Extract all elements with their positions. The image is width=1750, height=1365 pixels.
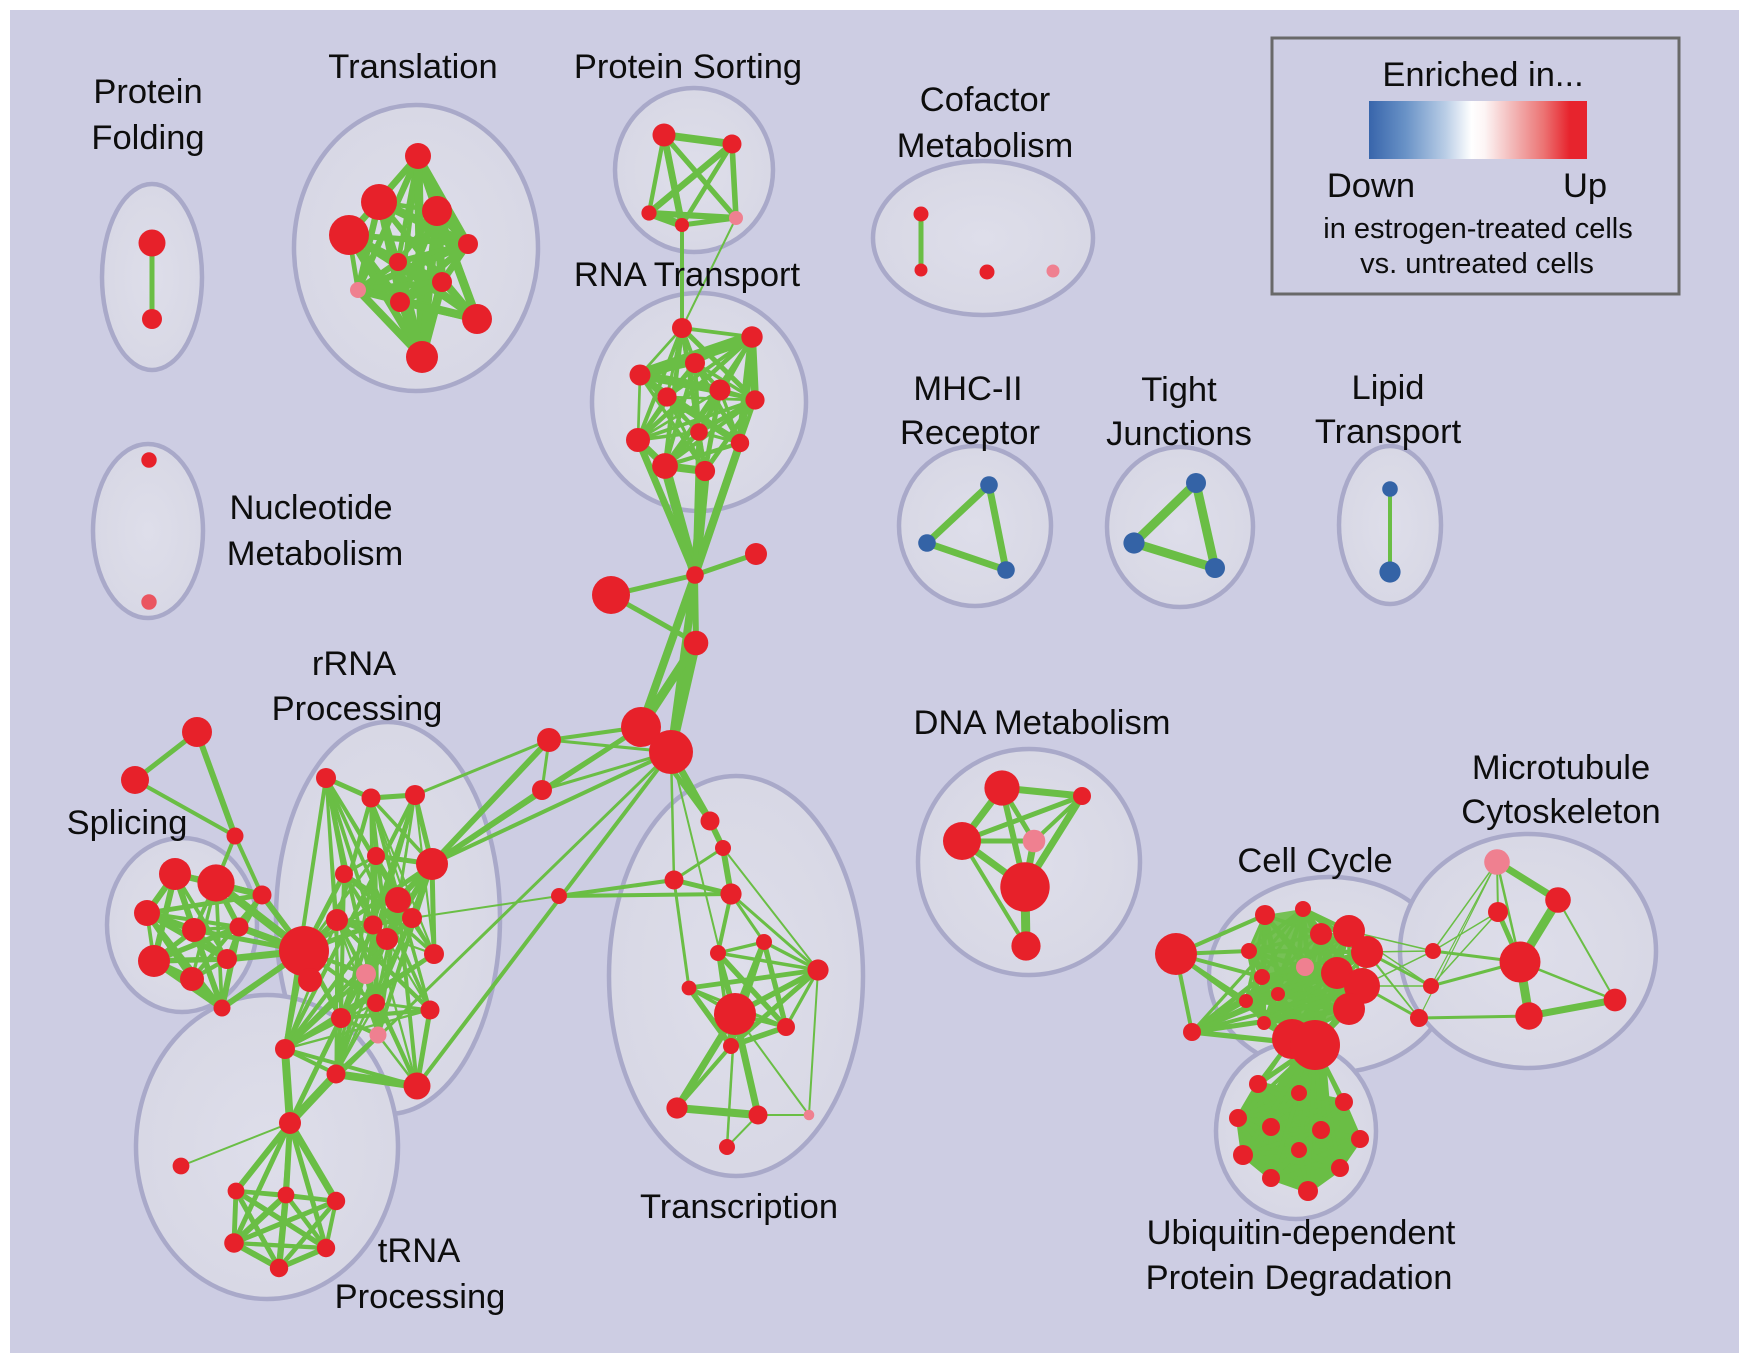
svg-text:Processing: Processing (272, 690, 443, 728)
svg-text:RNA Transport: RNA Transport (574, 256, 801, 294)
svg-text:Ubiquitin-dependent: Ubiquitin-dependent (1147, 1214, 1456, 1252)
svg-text:Folding: Folding (91, 119, 204, 157)
svg-text:Receptor: Receptor (900, 414, 1040, 452)
svg-text:Cell Cycle: Cell Cycle (1237, 842, 1392, 880)
svg-text:Protein: Protein (93, 73, 202, 111)
svg-text:vs. untreated cells: vs. untreated cells (1360, 248, 1594, 280)
svg-text:Junctions: Junctions (1106, 415, 1252, 453)
svg-text:MHC-II: MHC-II (913, 370, 1022, 408)
svg-text:Microtubule: Microtubule (1472, 749, 1650, 787)
svg-text:Lipid: Lipid (1352, 369, 1425, 407)
svg-text:tRNA: tRNA (378, 1232, 460, 1270)
svg-text:Down: Down (1327, 167, 1415, 205)
svg-text:Cytoskeleton: Cytoskeleton (1461, 793, 1660, 831)
svg-text:Protein Sorting: Protein Sorting (574, 48, 802, 86)
svg-text:Cofactor: Cofactor (920, 81, 1050, 119)
svg-text:Up: Up (1563, 167, 1607, 205)
svg-text:Processing: Processing (335, 1278, 506, 1316)
svg-text:rRNA: rRNA (312, 645, 396, 683)
svg-text:Tight: Tight (1141, 371, 1217, 409)
svg-text:Splicing: Splicing (67, 804, 188, 842)
svg-text:Transport: Transport (1315, 413, 1462, 451)
svg-text:Metabolism: Metabolism (227, 535, 403, 573)
svg-text:Metabolism: Metabolism (897, 127, 1073, 165)
svg-text:in estrogen-treated cells: in estrogen-treated cells (1323, 213, 1633, 245)
svg-text:Enriched in...: Enriched in... (1382, 56, 1583, 94)
svg-text:Nucleotide: Nucleotide (229, 489, 392, 527)
svg-text:Protein Degradation: Protein Degradation (1146, 1259, 1453, 1297)
svg-text:Transcription: Transcription (640, 1188, 838, 1226)
svg-text:DNA Metabolism: DNA Metabolism (914, 704, 1171, 742)
svg-text:Translation: Translation (328, 48, 497, 86)
